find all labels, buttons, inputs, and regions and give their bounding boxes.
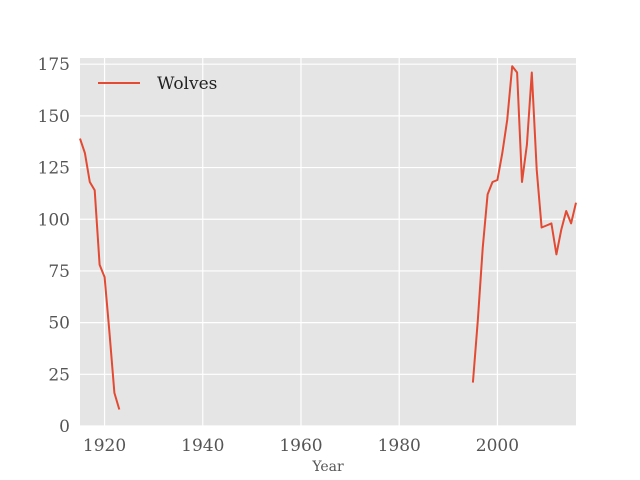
y-tick-label: 150: [38, 107, 70, 127]
series-line-wolves: [79, 138, 121, 410]
y-tick-label: 125: [38, 159, 70, 179]
y-tick-label: 75: [48, 262, 70, 282]
y-tick-label: 175: [38, 55, 70, 75]
y-tick-label: 50: [48, 314, 70, 334]
x-axis-ticks: 1920 1940 1960 1980 2000: [83, 436, 519, 456]
x-axis-label: Year: [311, 459, 344, 475]
x-tick-label: 2000: [476, 436, 519, 456]
y-tick-label: 0: [59, 417, 70, 437]
grid-lines: [80, 58, 576, 427]
x-tick-label: 1940: [181, 436, 224, 456]
legend-label-wolves: Wolves: [157, 74, 217, 94]
x-tick-label: 1920: [83, 436, 126, 456]
legend: Wolves: [98, 74, 217, 94]
y-tick-label: 100: [38, 210, 70, 230]
plot-area: [80, 58, 576, 426]
x-tick-label: 1960: [279, 436, 322, 456]
series-layer: [79, 65, 577, 410]
x-tick-label: 1980: [378, 436, 421, 456]
series-line-wolves: [471, 65, 577, 383]
y-tick-label: 25: [48, 365, 70, 385]
y-axis-ticks: 0 25 50 75 100 125 150 175: [38, 55, 70, 437]
